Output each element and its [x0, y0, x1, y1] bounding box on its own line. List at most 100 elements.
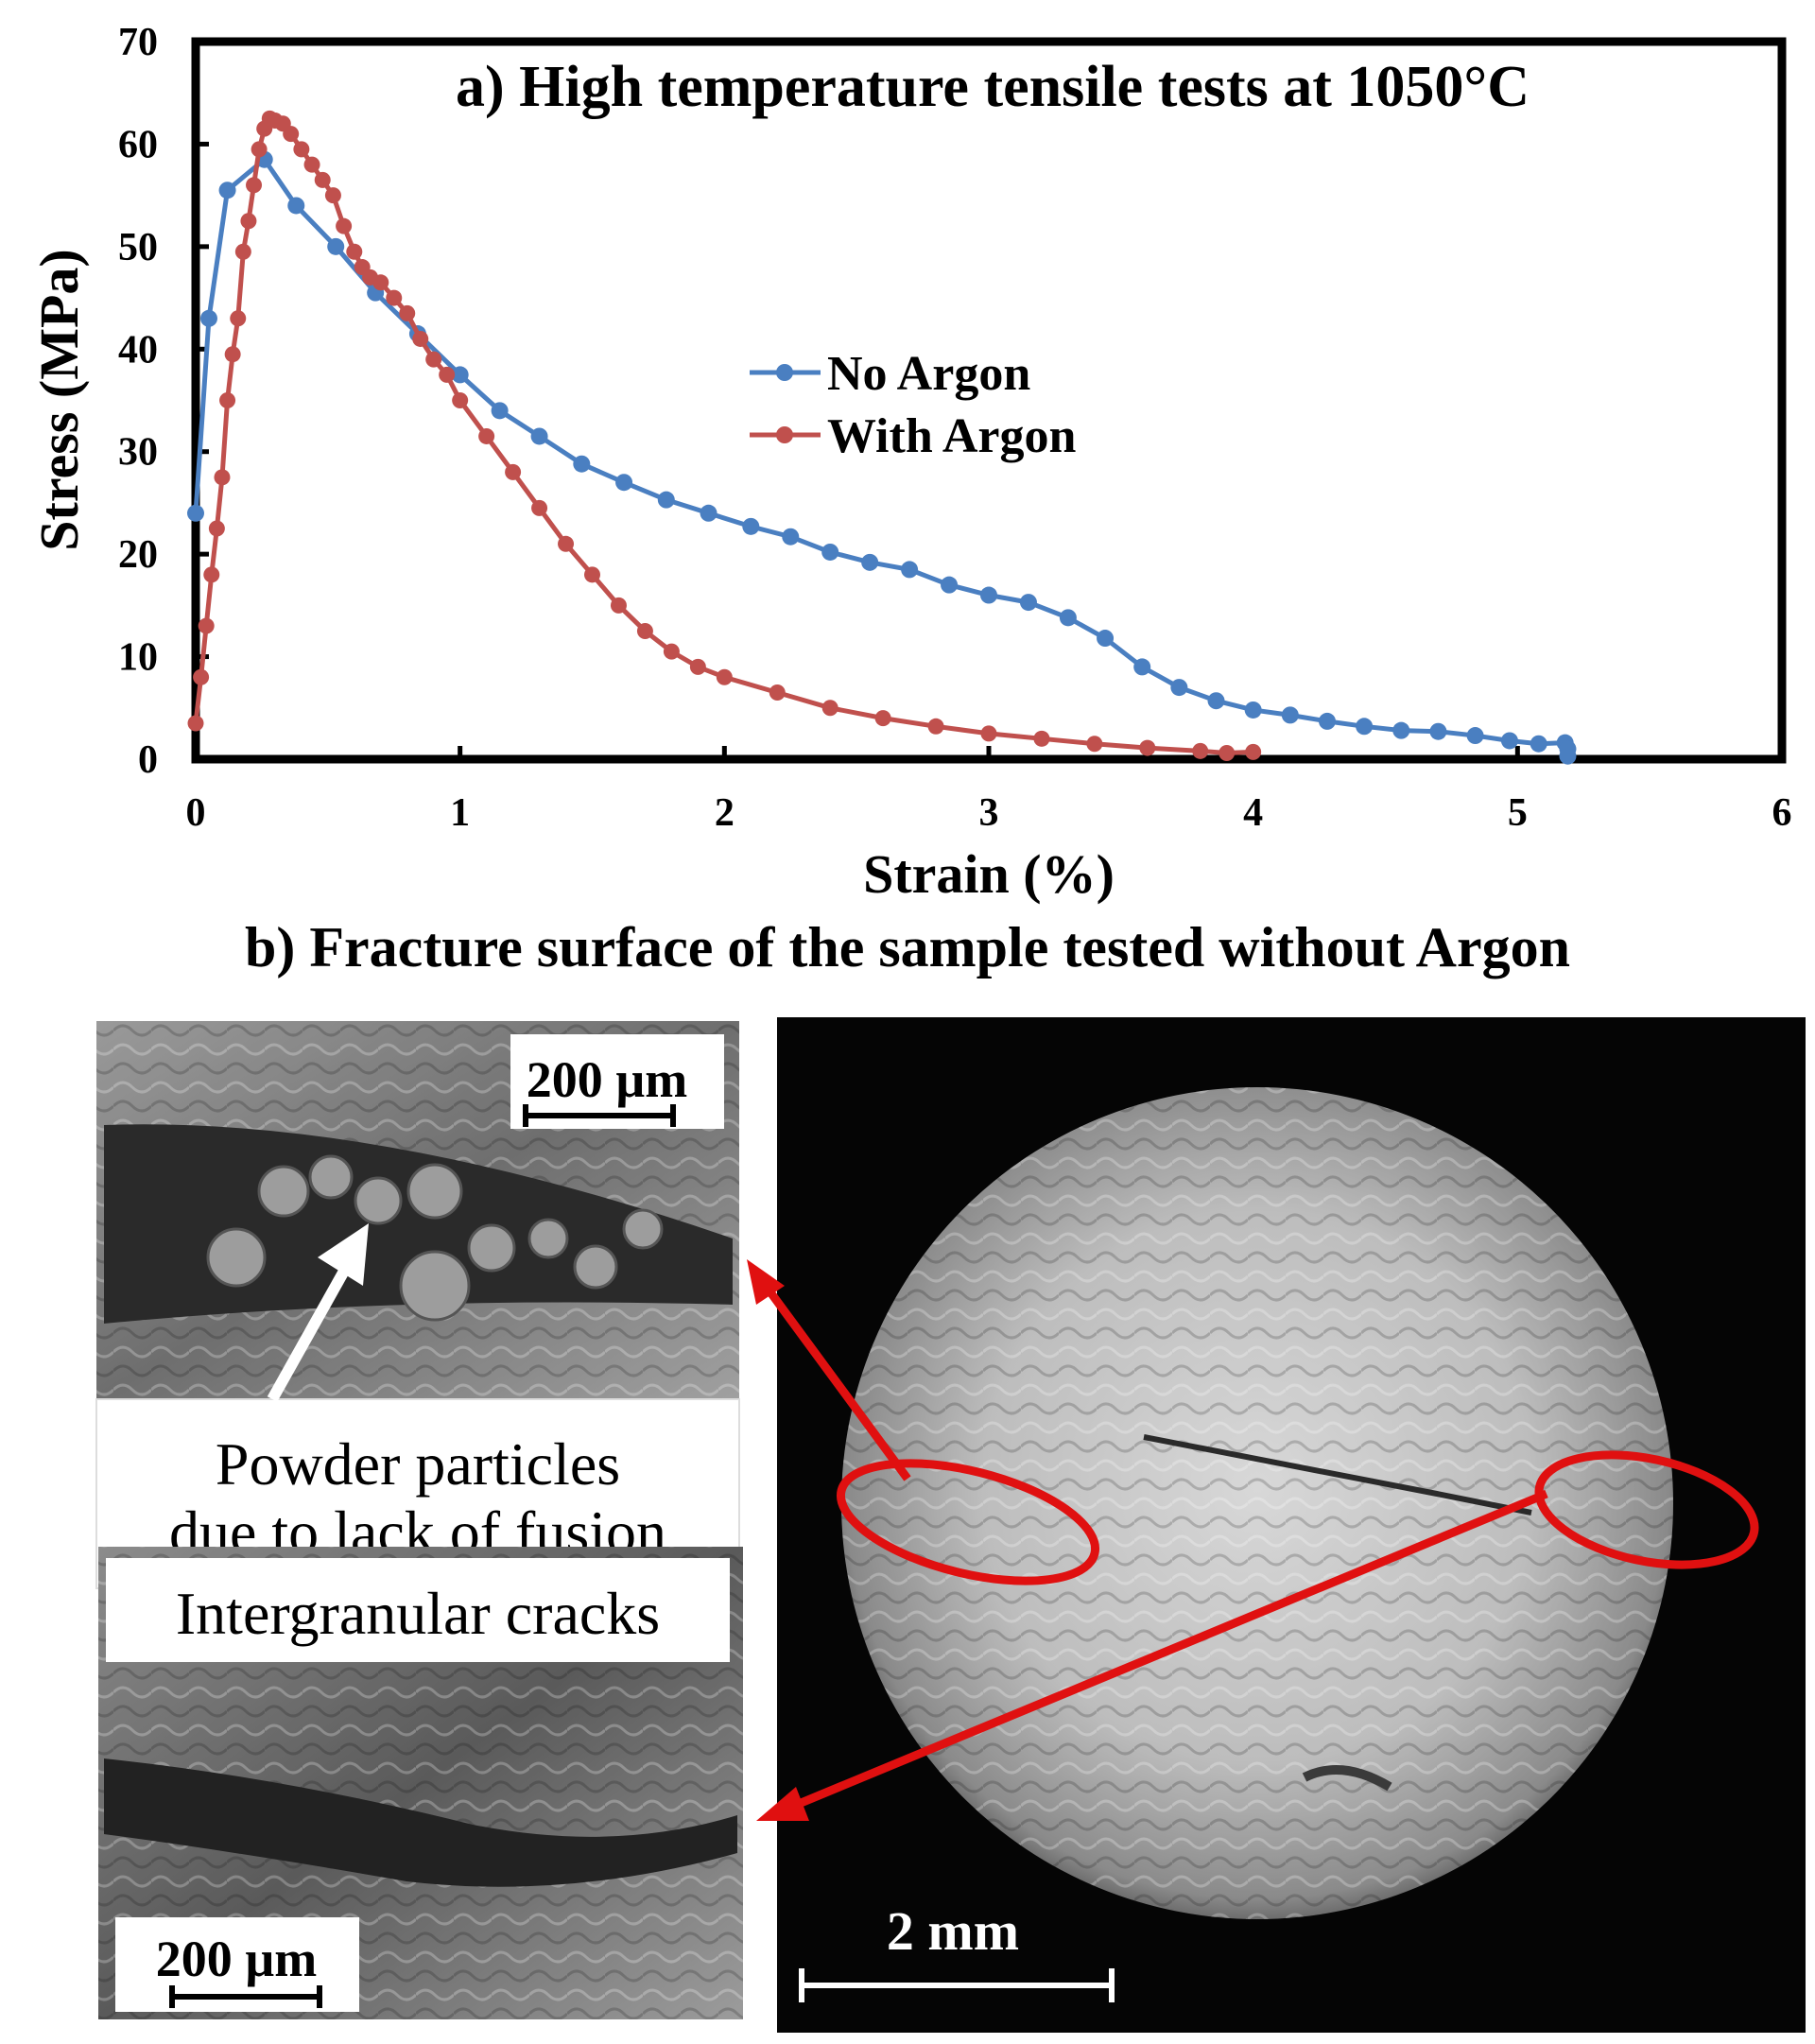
- point-with-argon: [663, 643, 680, 660]
- point-with-argon: [187, 715, 204, 732]
- y-tick-label: 20: [118, 533, 158, 577]
- legend: No Argon With Argon: [750, 347, 1077, 463]
- point-no-argon: [218, 182, 236, 199]
- legend-label-no-argon: No Argon: [827, 347, 1030, 401]
- top-inset-caption-line1: Powder particles: [216, 1430, 620, 1498]
- series-layer: [187, 110, 1577, 765]
- point-with-argon: [505, 463, 522, 480]
- x-axis-title: Strain (%): [863, 843, 1115, 905]
- y-tick-label: 0: [138, 738, 158, 782]
- point-no-argon: [615, 474, 633, 492]
- point-with-argon: [689, 658, 706, 675]
- x-tick-label: 3: [979, 791, 999, 835]
- point-with-argon: [439, 366, 456, 383]
- point-no-argon: [199, 309, 217, 327]
- point-with-argon: [1219, 744, 1236, 761]
- point-with-argon: [386, 289, 403, 306]
- point-no-argon: [980, 586, 997, 604]
- point-with-argon: [1139, 739, 1156, 756]
- point-with-argon: [531, 499, 548, 516]
- point-no-argon: [491, 402, 509, 420]
- point-no-argon: [287, 197, 305, 215]
- x-tick-label: 4: [1243, 791, 1263, 835]
- point-with-argon: [336, 217, 353, 234]
- y-tick-label: 60: [118, 123, 158, 166]
- arrow-to-top-inset: [762, 1283, 911, 1481]
- legend-label-with-argon: With Argon: [827, 409, 1077, 463]
- point-with-argon: [372, 274, 389, 291]
- point-with-argon: [1033, 730, 1050, 747]
- point-no-argon: [861, 553, 879, 571]
- tensile-chart: a) High temperature tensile tests at 105…: [28, 21, 1792, 905]
- point-no-argon: [1429, 722, 1447, 740]
- point-no-argon: [327, 237, 345, 255]
- point-no-argon: [821, 543, 839, 561]
- arrow-head-top: [747, 1259, 785, 1305]
- point-no-argon: [1356, 718, 1374, 736]
- top-inset-scale-label: 200 µm: [527, 1051, 688, 1108]
- bottom-inset-scale-bar: [169, 1985, 322, 2008]
- point-with-argon: [251, 141, 268, 158]
- point-no-argon: [1133, 658, 1151, 676]
- point-with-argon: [399, 304, 416, 321]
- point-with-argon: [224, 346, 241, 363]
- point-with-argon: [208, 520, 225, 537]
- x-tick-label: 0: [186, 791, 206, 835]
- point-with-argon: [230, 310, 247, 327]
- main-scale-bar: [799, 1968, 1115, 2002]
- point-with-argon: [980, 725, 997, 742]
- x-tick-label: 5: [1508, 791, 1528, 835]
- point-with-argon: [240, 213, 257, 230]
- arrow-head-bottom: [756, 1787, 809, 1821]
- point-with-argon: [203, 566, 220, 583]
- point-with-argon: [821, 700, 838, 717]
- point-with-argon: [246, 177, 263, 194]
- point-with-argon: [198, 617, 215, 634]
- point-with-argon: [478, 427, 495, 444]
- point-no-argon: [901, 561, 919, 579]
- point-with-argon: [1086, 736, 1103, 753]
- y-tick-label: 50: [118, 226, 158, 269]
- point-with-argon: [1245, 743, 1262, 760]
- point-with-argon: [314, 171, 331, 188]
- point-with-argon: [452, 392, 469, 408]
- point-no-argon: [1019, 594, 1037, 612]
- arrow-to-bottom-inset: [792, 1489, 1548, 1810]
- point-with-argon: [636, 622, 653, 639]
- highlight-ellipse-left: [836, 1459, 1100, 1585]
- point-no-argon: [451, 366, 469, 384]
- y-axis-ticks: 0 10 20 30 40 50 60 70: [118, 21, 209, 782]
- bottom-inset-caption: Intergranular cracks: [176, 1580, 660, 1647]
- point-with-argon: [412, 330, 429, 347]
- point-no-argon: [1059, 609, 1077, 627]
- y-tick-label: 10: [118, 636, 158, 680]
- top-inset-image: 200 µm Powder particles due to lack of f…: [95, 1021, 740, 1589]
- point-no-argon: [700, 504, 717, 522]
- y-tick-label: 40: [118, 328, 158, 372]
- point-no-argon: [1318, 712, 1336, 730]
- point-no-argon: [1170, 679, 1188, 697]
- x-axis-ticks: 0 1 2 3 4 5 6: [186, 746, 1792, 835]
- point-no-argon: [573, 455, 591, 473]
- point-no-argon: [941, 576, 959, 594]
- point-with-argon: [303, 156, 320, 173]
- highlight-ellipse-right: [1534, 1450, 1759, 1569]
- figure-b-title: b) Fracture surface of the sample tested…: [244, 916, 1570, 979]
- main-fracture-image: 2 mm: [777, 1017, 1806, 2033]
- point-no-argon: [1281, 706, 1299, 724]
- point-no-argon: [530, 427, 548, 445]
- series-line-no-argon: [193, 156, 1570, 756]
- point-with-argon: [219, 392, 236, 408]
- x-tick-label: 1: [450, 791, 470, 835]
- x-tick-label: 2: [715, 791, 735, 835]
- point-no-argon: [1530, 735, 1547, 753]
- point-no-argon: [1244, 701, 1262, 719]
- highlight-annotations: [762, 1283, 1759, 1810]
- legend-marker-no-argon: [776, 364, 793, 381]
- point-with-argon: [769, 684, 786, 702]
- point-with-argon: [293, 141, 310, 158]
- point-no-argon: [742, 517, 760, 535]
- point-with-argon: [283, 126, 300, 143]
- point-no-argon: [1207, 692, 1225, 710]
- y-tick-label: 30: [118, 431, 158, 475]
